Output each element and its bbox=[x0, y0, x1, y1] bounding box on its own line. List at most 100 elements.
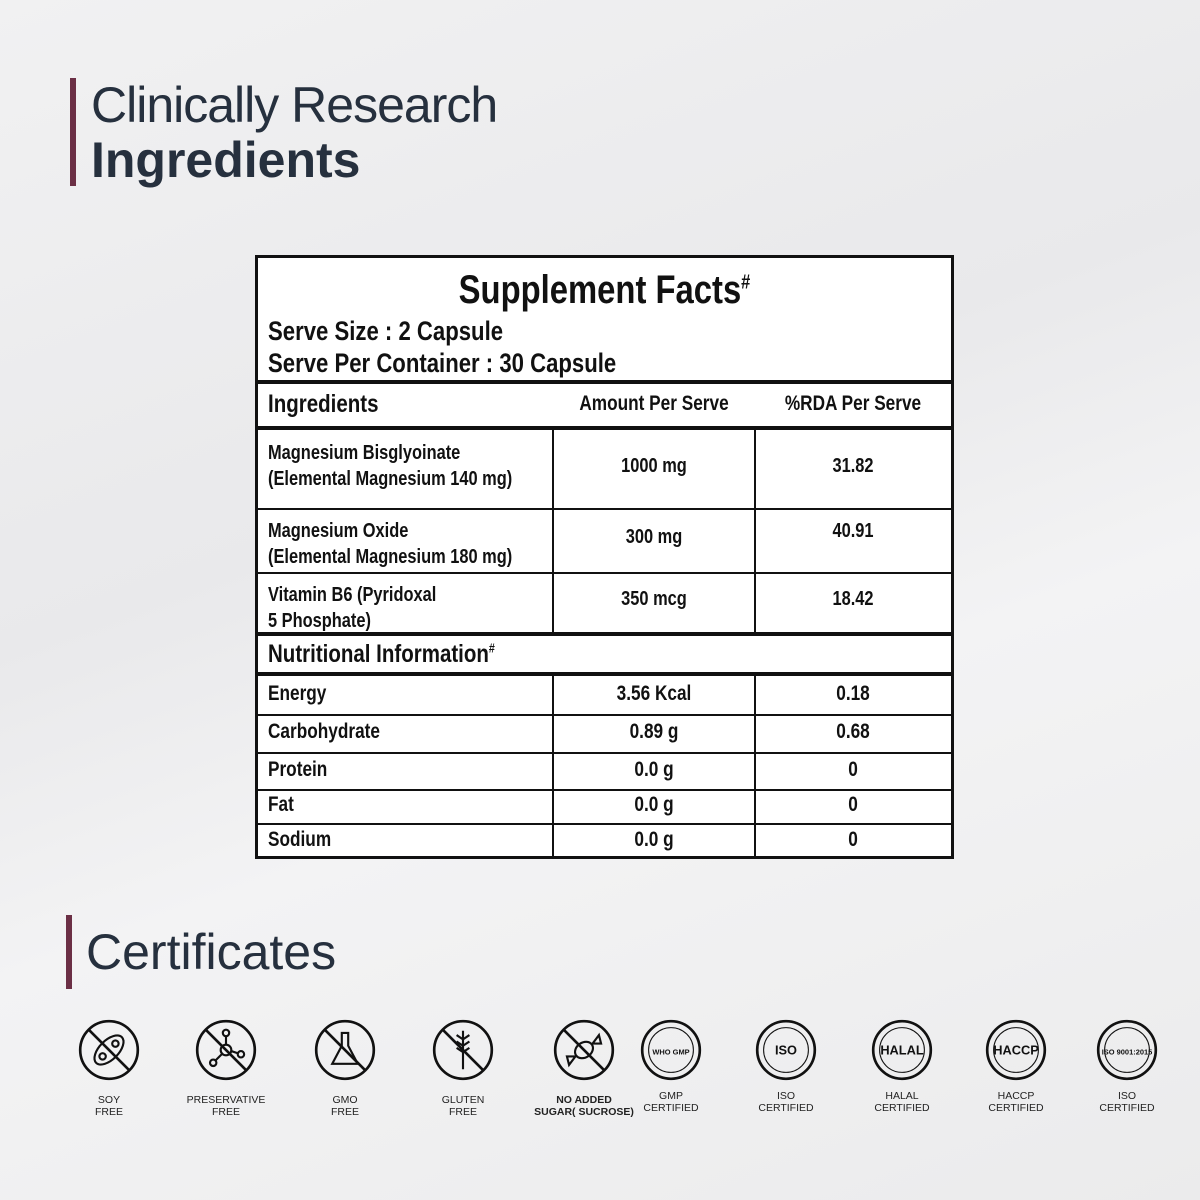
label-line1: ISO bbox=[776, 1090, 796, 1102]
label-line1: HALAL bbox=[885, 1090, 919, 1102]
gmo-free-icon bbox=[314, 1019, 376, 1081]
preservative-free-icon bbox=[195, 1019, 257, 1081]
label-line1: GMP bbox=[659, 1090, 683, 1102]
nutrient-name: Protein bbox=[268, 757, 328, 781]
soy-free-icon bbox=[78, 1019, 140, 1081]
nutrient-rda: 0 bbox=[848, 793, 858, 816]
nutrient-name: Energy bbox=[268, 682, 327, 705]
certificates-heading: Certificates bbox=[66, 915, 336, 989]
label-line2: FREE bbox=[211, 1106, 240, 1118]
certificate-label: ISO CERTIFIED bbox=[721, 1090, 851, 1114]
nutrient-amount: 0.89 g bbox=[629, 720, 679, 743]
nutrient-amount: 3.56 Kcal bbox=[616, 682, 692, 705]
label-line2: FREE bbox=[448, 1106, 477, 1118]
haccp-icon: HACCP bbox=[985, 1019, 1047, 1081]
nutrient-name: Carbohydrate bbox=[268, 720, 380, 743]
table-divider bbox=[258, 789, 951, 791]
svg-text:WHO GMP: WHO GMP bbox=[652, 1047, 689, 1056]
iso-food-safety-icon: ISO bbox=[755, 1019, 817, 1081]
nutrient-rda: 0.18 bbox=[836, 682, 870, 705]
no-added-sugar-icon bbox=[553, 1019, 615, 1081]
ingredient-rda: 31.82 bbox=[832, 455, 874, 477]
certificate-soy-free: SOY FREE bbox=[44, 1018, 174, 1118]
svg-text:ISO: ISO bbox=[775, 1042, 797, 1057]
nutrient-rda: 0 bbox=[848, 757, 858, 781]
certificate-label: GLUTEN FREE bbox=[398, 1094, 528, 1118]
column-header-rda: %RDA Per Serve bbox=[784, 392, 922, 415]
certificate-label: NO ADDED SUGAR( SUCROSE) bbox=[519, 1094, 649, 1118]
certificate-gmo-free: GMO FREE bbox=[280, 1018, 410, 1118]
column-divider bbox=[754, 426, 756, 632]
ingredient-amount: 1000 mg bbox=[621, 455, 687, 477]
serve-per-container: Serve Per Container : 30 Capsule bbox=[268, 348, 617, 378]
certificate-label: HALAL CERTIFIED bbox=[837, 1090, 967, 1114]
certificate-label: GMO FREE bbox=[280, 1094, 410, 1118]
certificate-preservative-free: PRESERVATIVE FREE bbox=[161, 1018, 291, 1118]
table-divider bbox=[258, 752, 951, 754]
ingredient-rda: 18.42 bbox=[832, 588, 874, 610]
label-line2: CERTIFIED bbox=[758, 1102, 814, 1114]
label-line2: FREE bbox=[94, 1106, 123, 1118]
table-divider bbox=[258, 632, 951, 636]
facts-title: Supplement Facts# bbox=[458, 268, 751, 312]
certificate-label: SOY FREE bbox=[44, 1094, 174, 1118]
label-line1: HACCP bbox=[997, 1090, 1035, 1102]
column-divider bbox=[552, 676, 554, 858]
nutrient-name: Sodium bbox=[268, 827, 332, 851]
nutrient-amount: 0.0 g bbox=[634, 757, 674, 781]
label-line1: SOY bbox=[97, 1094, 121, 1106]
certificates-title: Certificates bbox=[86, 924, 337, 980]
certificate-label: PRESERVATIVE FREE bbox=[161, 1094, 291, 1118]
column-divider bbox=[754, 676, 756, 858]
certificate-label: ISO CERTIFIED bbox=[1062, 1090, 1192, 1114]
ingredient-amount: 350 mcg bbox=[621, 588, 687, 610]
column-header-amount: Amount Per Serve bbox=[579, 392, 729, 415]
nutrient-rda: 0.68 bbox=[836, 720, 870, 743]
ingredient-detail: 5 Phosphate) bbox=[268, 610, 371, 632]
nutrient-rda: 0 bbox=[848, 827, 858, 851]
label-line2: CERTIFIED bbox=[874, 1102, 930, 1114]
label-line2: CERTIFIED bbox=[643, 1102, 699, 1114]
table-divider bbox=[258, 426, 951, 430]
label-line2: FREE bbox=[330, 1106, 359, 1118]
table-divider bbox=[258, 572, 951, 574]
column-header-ingredients: Ingredients bbox=[268, 390, 379, 418]
gluten-free-icon bbox=[432, 1019, 494, 1081]
svg-text:HACCP: HACCP bbox=[993, 1042, 1039, 1057]
table-divider bbox=[258, 380, 951, 384]
table-divider bbox=[258, 823, 951, 825]
certificate-no-added-sugar: NO ADDED SUGAR( SUCROSE) bbox=[519, 1018, 649, 1118]
nutrient-amount: 0.0 g bbox=[634, 827, 674, 851]
certificate-haccp: HACCP HACCP CERTIFIED bbox=[951, 1018, 1081, 1114]
table-divider bbox=[258, 672, 951, 676]
label-line2: SUGAR( SUCROSE) bbox=[534, 1106, 634, 1118]
certificate-label: HACCP CERTIFIED bbox=[951, 1090, 1081, 1114]
svg-text:HALAL: HALAL bbox=[880, 1042, 924, 1057]
nutrient-amount: 0.0 g bbox=[634, 793, 674, 816]
label-line2: CERTIFIED bbox=[1099, 1102, 1155, 1114]
label-line1: ISO bbox=[1117, 1090, 1137, 1102]
supplement-facts-table: Supplement Facts# Serve Size : 2 Capsule… bbox=[255, 255, 954, 859]
nutrient-name: Fat bbox=[268, 793, 294, 816]
iso-9001-icon: ISO 9001:2015 bbox=[1096, 1019, 1158, 1081]
svg-text:ISO 9001:2015: ISO 9001:2015 bbox=[1102, 1047, 1153, 1056]
certificate-label: GMP CERTIFIED bbox=[606, 1090, 736, 1114]
label-line1: GMO bbox=[332, 1094, 358, 1106]
ingredient-rda: 40.91 bbox=[832, 520, 874, 542]
heading-line1: Clinically Research bbox=[91, 77, 498, 133]
label-line1: NO ADDED bbox=[556, 1094, 612, 1106]
table-divider bbox=[258, 714, 951, 716]
label-line1: GLUTEN bbox=[441, 1094, 485, 1106]
certificate-gluten-free: GLUTEN FREE bbox=[398, 1018, 528, 1118]
certificate-iso-food-safety: ISO ISO CERTIFIED bbox=[721, 1018, 851, 1114]
nutrition-title: Nutritional Information# bbox=[268, 640, 495, 668]
ingredient-name: Magnesium Bisglyoinate bbox=[268, 442, 461, 464]
halal-icon: HALAL bbox=[871, 1019, 933, 1081]
column-divider bbox=[552, 426, 554, 632]
serve-size: Serve Size : 2 Capsule bbox=[268, 316, 504, 346]
ingredient-detail: (Elemental Magnesium 140 mg) bbox=[268, 468, 513, 490]
certificate-iso-9001: ISO 9001:2015 ISO CERTIFIED bbox=[1062, 1018, 1192, 1114]
ingredient-name: Magnesium Oxide bbox=[268, 520, 409, 542]
ingredient-name: Vitamin B6 (Pyridoxal bbox=[268, 584, 437, 606]
table-divider bbox=[258, 508, 951, 510]
